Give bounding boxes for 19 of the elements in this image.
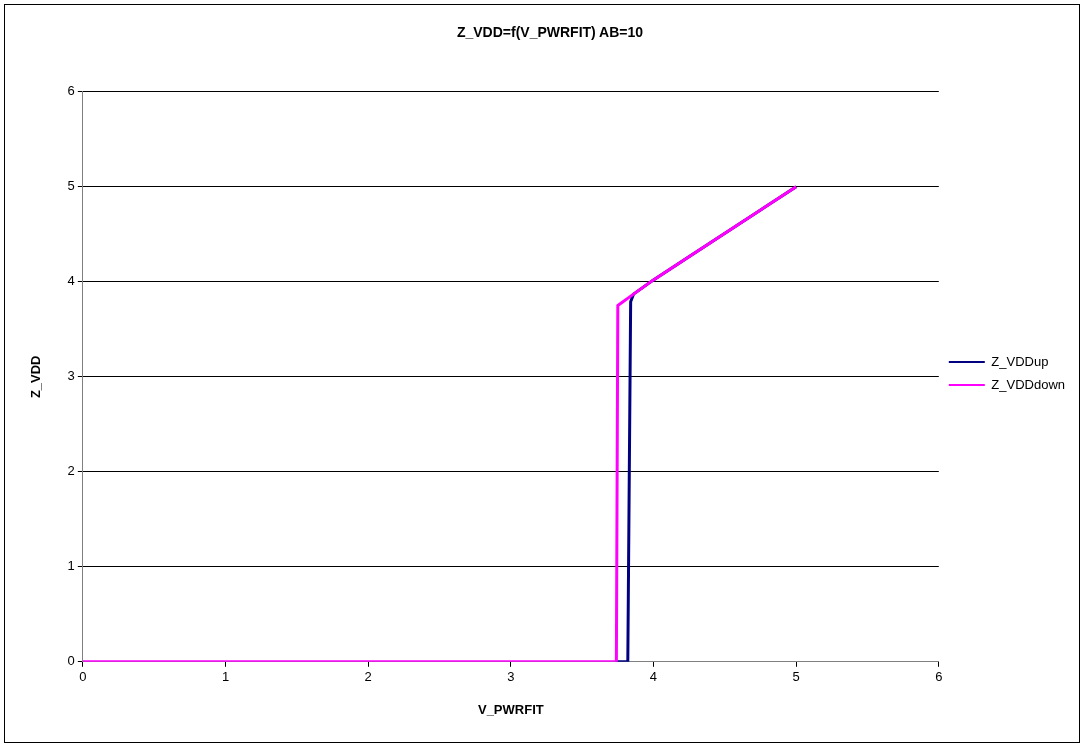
y-tick-label: 1 [67,558,75,574]
x-tick-label: 5 [792,669,800,685]
y-tick-label: 3 [67,368,75,384]
y-tick-label: 0 [67,653,75,669]
x-axis-title: V_PWRFIT [477,701,544,717]
y-tick-label: 2 [67,463,75,479]
x-tick-label: 0 [79,669,87,685]
x-tick-label: 3 [507,669,515,685]
legend-label: Z_VDDup [991,353,1049,369]
chart-title: Z_VDD=f(V_PWRFIT) AB=10 [456,24,644,41]
x-tick-label: 4 [649,669,658,685]
x-tick-label: 2 [364,669,372,685]
y-tick-label: 4 [67,273,75,289]
y-axis-title: Z_VDD [28,355,44,399]
x-tick-label: 1 [221,669,230,685]
y-tick-label: 5 [67,178,75,194]
y-tick-label: 6 [67,83,75,99]
legend-label: Z_VDDdown [991,376,1066,392]
x-tick-label: 6 [935,669,943,685]
